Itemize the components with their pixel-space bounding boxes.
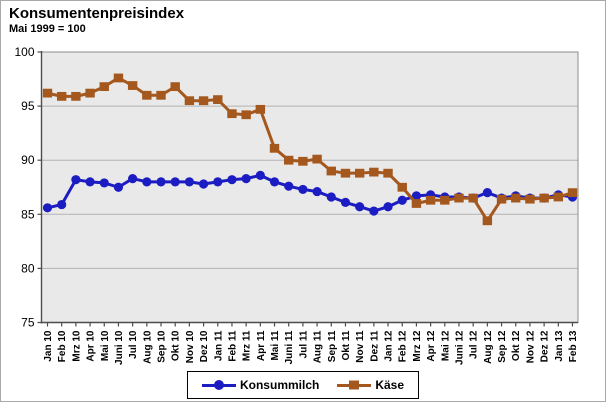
svg-text:Nov 11: Nov 11 bbox=[355, 330, 366, 363]
svg-text:Apr 11: Apr 11 bbox=[256, 330, 267, 361]
svg-text:85: 85 bbox=[21, 207, 35, 221]
svg-text:Jul 10: Jul 10 bbox=[128, 330, 139, 359]
svg-text:Mai 10: Mai 10 bbox=[100, 330, 111, 361]
chart-legend: Konsummilch Käse bbox=[186, 371, 420, 399]
svg-text:90: 90 bbox=[21, 153, 35, 167]
svg-text:Sep 10: Sep 10 bbox=[157, 330, 168, 363]
svg-text:Dez 12: Dez 12 bbox=[540, 330, 551, 362]
svg-text:Sep 11: Sep 11 bbox=[327, 330, 338, 362]
svg-text:Okt 12: Okt 12 bbox=[511, 330, 522, 361]
square-marker-icon bbox=[349, 380, 360, 390]
svg-text:Jul 11: Jul 11 bbox=[298, 330, 309, 358]
svg-text:100: 100 bbox=[14, 45, 34, 59]
svg-text:Jan 10: Jan 10 bbox=[43, 330, 54, 362]
svg-text:Apr 10: Apr 10 bbox=[86, 330, 97, 362]
svg-text:Aug 11: Aug 11 bbox=[313, 330, 324, 363]
svg-text:Dez 10: Dez 10 bbox=[199, 330, 210, 362]
svg-text:Aug 12: Aug 12 bbox=[483, 330, 494, 364]
svg-text:Feb 11: Feb 11 bbox=[227, 330, 238, 362]
chart-title: Konsumentenpreisindex bbox=[9, 5, 185, 22]
svg-text:Nov 10: Nov 10 bbox=[185, 330, 196, 363]
svg-text:Okt 10: Okt 10 bbox=[171, 330, 182, 361]
svg-text:Apr 12: Apr 12 bbox=[426, 330, 437, 362]
svg-text:Mai 12: Mai 12 bbox=[440, 330, 451, 361]
circle-marker-icon bbox=[213, 380, 224, 390]
svg-text:Feb 12: Feb 12 bbox=[398, 330, 409, 362]
y-axis: 75 80 85 90 95 100 bbox=[14, 45, 42, 330]
svg-text:Mrz 12: Mrz 12 bbox=[412, 330, 423, 362]
svg-text:80: 80 bbox=[21, 261, 35, 275]
kaese-line-marker-icon bbox=[337, 380, 372, 391]
x-axis: Jan 10 Feb 10 Mrz 10 Apr 10 Mai 10 Juni 10 Jul… bbox=[43, 322, 579, 365]
svg-text:75: 75 bbox=[21, 316, 35, 330]
svg-text:95: 95 bbox=[21, 99, 35, 113]
legend-item-konsummilch: Konsummilch bbox=[201, 378, 320, 392]
svg-text:Jan 11: Jan 11 bbox=[213, 330, 224, 361]
svg-text:Mrz 11: Mrz 11 bbox=[242, 330, 253, 361]
svg-text:Juni 10: Juni 10 bbox=[114, 330, 125, 365]
svg-text:Nov 12: Nov 12 bbox=[525, 330, 536, 363]
konsummilch-line-marker-icon bbox=[201, 380, 236, 391]
svg-text:Aug 10: Aug 10 bbox=[142, 330, 153, 364]
svg-text:Okt 11: Okt 11 bbox=[341, 330, 352, 360]
svg-text:Jan 13: Jan 13 bbox=[554, 330, 565, 362]
series-käse bbox=[42, 73, 578, 226]
legend-item-kaese: Käse bbox=[337, 378, 404, 392]
svg-text:Dez 11: Dez 11 bbox=[369, 330, 380, 362]
svg-text:Mrz 10: Mrz 10 bbox=[71, 330, 82, 362]
svg-text:Juni 12: Juni 12 bbox=[454, 330, 465, 365]
legend-label-kaese: Käse bbox=[375, 378, 405, 392]
svg-text:Jul 12: Jul 12 bbox=[469, 330, 480, 359]
svg-text:Juni 11: Juni 11 bbox=[284, 330, 295, 364]
svg-text:Feb 13: Feb 13 bbox=[568, 330, 579, 362]
chart-subtitle: Mai 1999 = 100 bbox=[9, 23, 86, 36]
series-konsummilch bbox=[42, 170, 578, 216]
svg-text:Jan 12: Jan 12 bbox=[384, 330, 395, 362]
svg-text:Sep 12: Sep 12 bbox=[497, 330, 508, 363]
svg-text:Mai 11: Mai 11 bbox=[270, 330, 281, 360]
svg-text:Feb 10: Feb 10 bbox=[57, 330, 68, 362]
chart-header: Konsumentenpreisindex Mai 1999 = 100 bbox=[9, 5, 184, 37]
plot-area bbox=[40, 51, 579, 324]
legend-label-konsummilch: Konsummilch bbox=[239, 378, 320, 392]
